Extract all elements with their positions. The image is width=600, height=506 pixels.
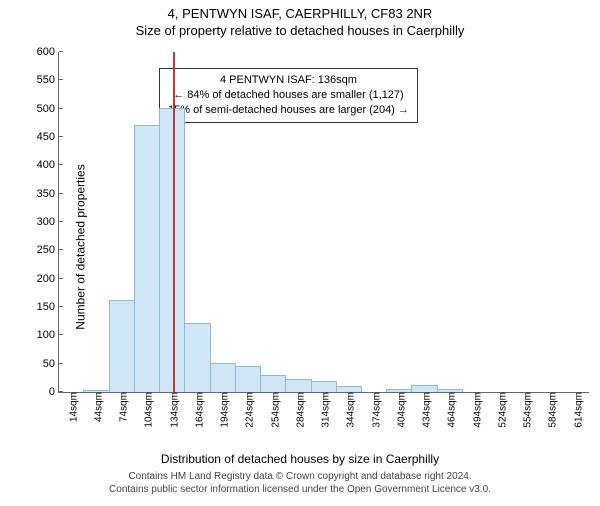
x-tick: 224sqm — [239, 392, 256, 428]
y-tick: 350 — [37, 188, 59, 200]
y-tick: 50 — [43, 358, 59, 370]
histogram-bar — [184, 323, 210, 392]
x-tick: 284sqm — [289, 392, 306, 428]
x-tick: 434sqm — [416, 392, 433, 428]
x-tick: 254sqm — [264, 392, 281, 428]
footer-line1: Contains HM Land Registry data © Crown c… — [0, 470, 600, 483]
x-tick: 524sqm — [491, 392, 508, 428]
x-tick: 44sqm — [88, 392, 105, 422]
x-tick: 314sqm — [315, 392, 332, 428]
y-tick: 100 — [37, 329, 59, 341]
histogram-bar — [159, 108, 185, 392]
y-tick: 400 — [37, 159, 59, 171]
callout-box: 4 PENTWYN ISAF: 136sqm ← 84% of detached… — [159, 68, 418, 123]
histogram-bar — [285, 379, 311, 392]
footer-line2: Contains public sector information licen… — [0, 483, 600, 496]
histogram-bar — [235, 366, 261, 393]
x-tick: 194sqm — [214, 392, 231, 428]
y-tick: 150 — [37, 301, 59, 313]
histogram-bar — [311, 381, 337, 392]
chart-container: Number of detached properties 4 PENTWYN … — [0, 42, 600, 452]
marker-line — [173, 52, 175, 392]
x-tick: 584sqm — [542, 392, 559, 428]
y-tick: 600 — [37, 46, 59, 58]
histogram-bar — [210, 363, 236, 392]
x-tick: 164sqm — [188, 392, 205, 428]
x-tick: 404sqm — [390, 392, 407, 428]
x-tick: 14sqm — [62, 392, 79, 422]
y-tick: 300 — [37, 216, 59, 228]
callout-line1: 4 PENTWYN ISAF: 136sqm — [168, 73, 409, 88]
footer: Contains HM Land Registry data © Crown c… — [0, 470, 600, 496]
x-tick: 614sqm — [567, 392, 584, 428]
histogram-bar — [109, 300, 135, 392]
callout-line3: 15% of semi-detached houses are larger (… — [168, 103, 409, 118]
x-tick: 344sqm — [340, 392, 357, 428]
page-title-line1: 4, PENTWYN ISAF, CAERPHILLY, CF83 2NR — [0, 6, 600, 21]
x-tick: 554sqm — [517, 392, 534, 428]
y-tick: 500 — [37, 103, 59, 115]
x-axis-label: Distribution of detached houses by size … — [0, 452, 600, 466]
y-tick: 0 — [49, 386, 59, 398]
y-tick: 550 — [37, 74, 59, 86]
histogram-bar — [134, 125, 160, 392]
callout-line2: ← 84% of detached houses are smaller (1,… — [168, 88, 409, 103]
y-tick: 450 — [37, 131, 59, 143]
y-tick: 200 — [37, 273, 59, 285]
histogram-bar — [260, 375, 286, 392]
y-tick: 250 — [37, 244, 59, 256]
x-tick: 134sqm — [163, 392, 180, 428]
page-title-line2: Size of property relative to detached ho… — [0, 23, 600, 38]
x-tick: 374sqm — [365, 392, 382, 428]
x-tick: 494sqm — [466, 392, 483, 428]
x-tick: 464sqm — [441, 392, 458, 428]
plot-area: 4 PENTWYN ISAF: 136sqm ← 84% of detached… — [58, 52, 589, 393]
histogram-bar — [411, 385, 437, 392]
x-tick: 104sqm — [138, 392, 155, 428]
x-tick: 74sqm — [113, 392, 130, 422]
